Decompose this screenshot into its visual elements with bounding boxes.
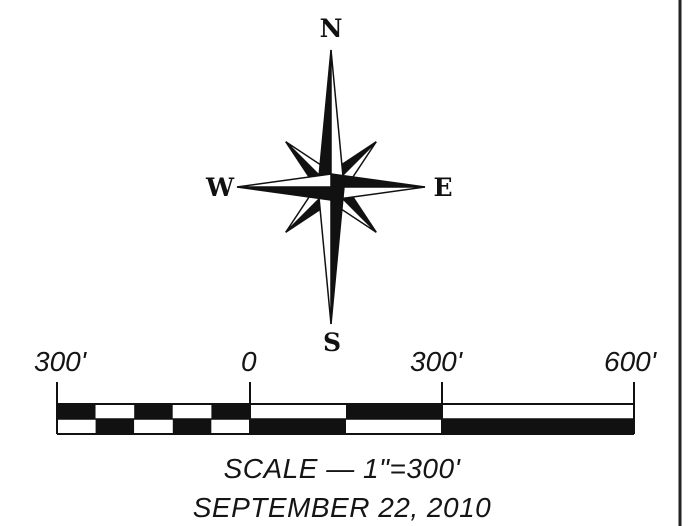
- compass-east-point-dark-half: [330, 173, 426, 188]
- compass-north-point-light-half: [330, 49, 345, 188]
- scale-tick-label: 0: [241, 346, 257, 377]
- compass-rose-icon: [236, 49, 426, 325]
- scale-segment-cell: [346, 419, 442, 434]
- scale-segment-cell: [250, 419, 346, 434]
- scale-segment-cell: [250, 404, 346, 419]
- scale-subdivision-cell: [172, 419, 212, 434]
- scale-subdivision-cell: [95, 419, 135, 434]
- compass-south-point-light-half: [317, 186, 332, 325]
- scale-subdivision-cell: [172, 404, 212, 419]
- scale-subdivision-cell: [95, 404, 135, 419]
- compass-north-point-dark-half: [317, 49, 332, 188]
- scale-segment-cell: [442, 419, 634, 434]
- scale-segment-cell: [442, 404, 634, 419]
- scale-subdivision-cell: [134, 419, 173, 434]
- date-caption: SEPTEMBER 22, 2010: [192, 492, 492, 523]
- compass-west-label: W: [205, 173, 235, 202]
- compass-west-point-light-half: [236, 173, 332, 188]
- compass-east-label: E: [433, 173, 453, 202]
- scale-bar: [56, 382, 635, 435]
- scale-tick-label: 300': [410, 346, 463, 377]
- scale-segment-cell: [346, 404, 442, 419]
- scale-subdivision-cell: [134, 404, 173, 419]
- scale-subdivision-cell: [57, 419, 96, 434]
- compass-north-label: N: [319, 14, 343, 43]
- compass-south-point-dark-half: [330, 186, 345, 325]
- compass-south-label: S: [322, 328, 342, 357]
- compass-west-point-dark-half: [236, 186, 332, 201]
- scale-tick-label: 600': [604, 346, 657, 377]
- scale-subdivision-cell: [211, 419, 250, 434]
- scale-tick-label: 300': [34, 346, 87, 377]
- scale-caption: SCALE — 1"=300': [223, 453, 461, 484]
- scale-subdivision-cell: [211, 404, 250, 419]
- scale-subdivision-cell: [57, 404, 96, 419]
- compass-east-point-light-half: [330, 186, 426, 201]
